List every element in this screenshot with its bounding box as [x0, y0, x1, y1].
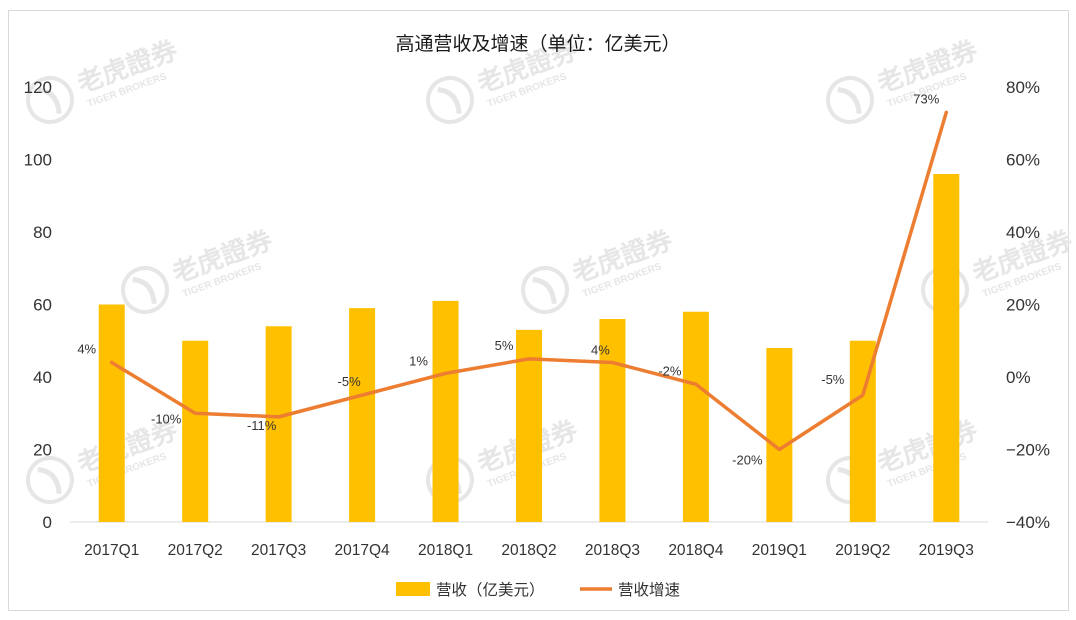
watermark-logo-stripe-icon [37, 467, 62, 494]
x-tick-label: 2017Q2 [168, 542, 223, 559]
plot-area: 0 20 40 60 80 100 120 −40% −20% 0% 20% 40% 60% 80% 201… [24, 78, 1050, 559]
legend-bar-swatch [396, 582, 430, 596]
growth-data-label: 4% [591, 343, 610, 358]
y-right-tick-label: 60% [1006, 151, 1040, 170]
growth-data-label: -11% [247, 418, 277, 433]
revenue-bar [599, 319, 626, 522]
revenue-bar [349, 308, 376, 522]
legend-line-label: 营收增速 [618, 581, 680, 599]
y-right-tick-label: −20% [1006, 441, 1050, 460]
growth-point [861, 393, 865, 397]
watermark-logo-stripe-icon [37, 87, 62, 114]
growth-data-label: -10% [151, 411, 182, 426]
x-tick-label: 2019Q3 [919, 542, 974, 559]
y-left-tick-label: 0 [43, 513, 52, 532]
growth-point [694, 382, 698, 386]
watermark-logo-stripe-icon [837, 87, 862, 114]
y-right-tick-label: 0% [1006, 368, 1031, 387]
x-tick-label: 2019Q1 [752, 542, 807, 559]
watermark-logo-icon [26, 76, 74, 124]
y-right-tick-label: 40% [1006, 223, 1040, 242]
watermark-logo-icon [521, 266, 569, 314]
y-left-tick-label: 100 [24, 151, 52, 170]
watermark-logo-stripe-icon [437, 87, 462, 114]
watermark-logo-icon [26, 456, 74, 504]
y-left-tick-label: 80 [33, 223, 52, 242]
growth-point [944, 110, 948, 114]
growth-data-label: -5% [821, 372, 845, 387]
y-left-tick-label: 60 [33, 296, 52, 315]
watermark-logo-icon [426, 76, 474, 124]
growth-data-label: -5% [338, 374, 362, 389]
y-right-tick-label: −40% [1006, 513, 1050, 532]
x-tick-label: 2018Q1 [418, 542, 473, 559]
revenue-bar [766, 348, 793, 522]
growth-data-label: -20% [732, 453, 763, 468]
watermark-logo-stripe-icon [532, 277, 557, 304]
growth-point [360, 393, 364, 397]
y-left-tick-label: 120 [24, 78, 52, 97]
growth-point [444, 371, 448, 375]
chart-border [8, 10, 1069, 611]
legend: 营收（亿美元） 营收增速 [396, 581, 680, 599]
watermark-logo-icon [121, 266, 169, 314]
growth-data-label: -2% [658, 363, 682, 378]
growth-point [110, 361, 114, 364]
x-tick-label: 2018Q2 [501, 542, 556, 559]
x-tick-label: 2018Q3 [585, 542, 640, 559]
watermark-logo-icon [826, 76, 874, 124]
revenue-bar [182, 340, 209, 522]
revenue-bar [682, 311, 709, 522]
growth-point [527, 357, 531, 361]
legend-bar-label: 营收（亿美元） [436, 581, 545, 599]
growth-point [193, 411, 197, 415]
x-tick-label: 2017Q1 [84, 542, 139, 559]
y-left-tick-label: 40 [33, 368, 52, 387]
y-left-tick-label: 20 [33, 441, 52, 460]
growth-data-label: 4% [77, 342, 96, 357]
growth-point [277, 415, 281, 419]
growth-point [610, 361, 614, 364]
growth-data-label: 5% [495, 338, 514, 353]
y-right-tick-label: 20% [1006, 296, 1040, 315]
chart-title: 高通营收及增速（单位：亿美元） [395, 33, 680, 55]
growth-data-label: 73% [913, 91, 939, 106]
revenue-bar [933, 174, 960, 522]
revenue-bar [98, 304, 125, 522]
revenue-bar [265, 326, 292, 522]
x-tick-label: 2019Q2 [835, 542, 890, 559]
growth-data-label: 1% [409, 353, 428, 368]
x-tick-label: 2017Q4 [335, 542, 391, 559]
x-tick-label: 2018Q4 [668, 542, 724, 559]
growth-point [777, 448, 781, 451]
revenue-bar [432, 300, 459, 522]
y-right-tick-label: 80% [1006, 78, 1040, 97]
watermark-logo-stripe-icon [132, 277, 157, 304]
x-tick-label: 2017Q3 [251, 542, 306, 559]
